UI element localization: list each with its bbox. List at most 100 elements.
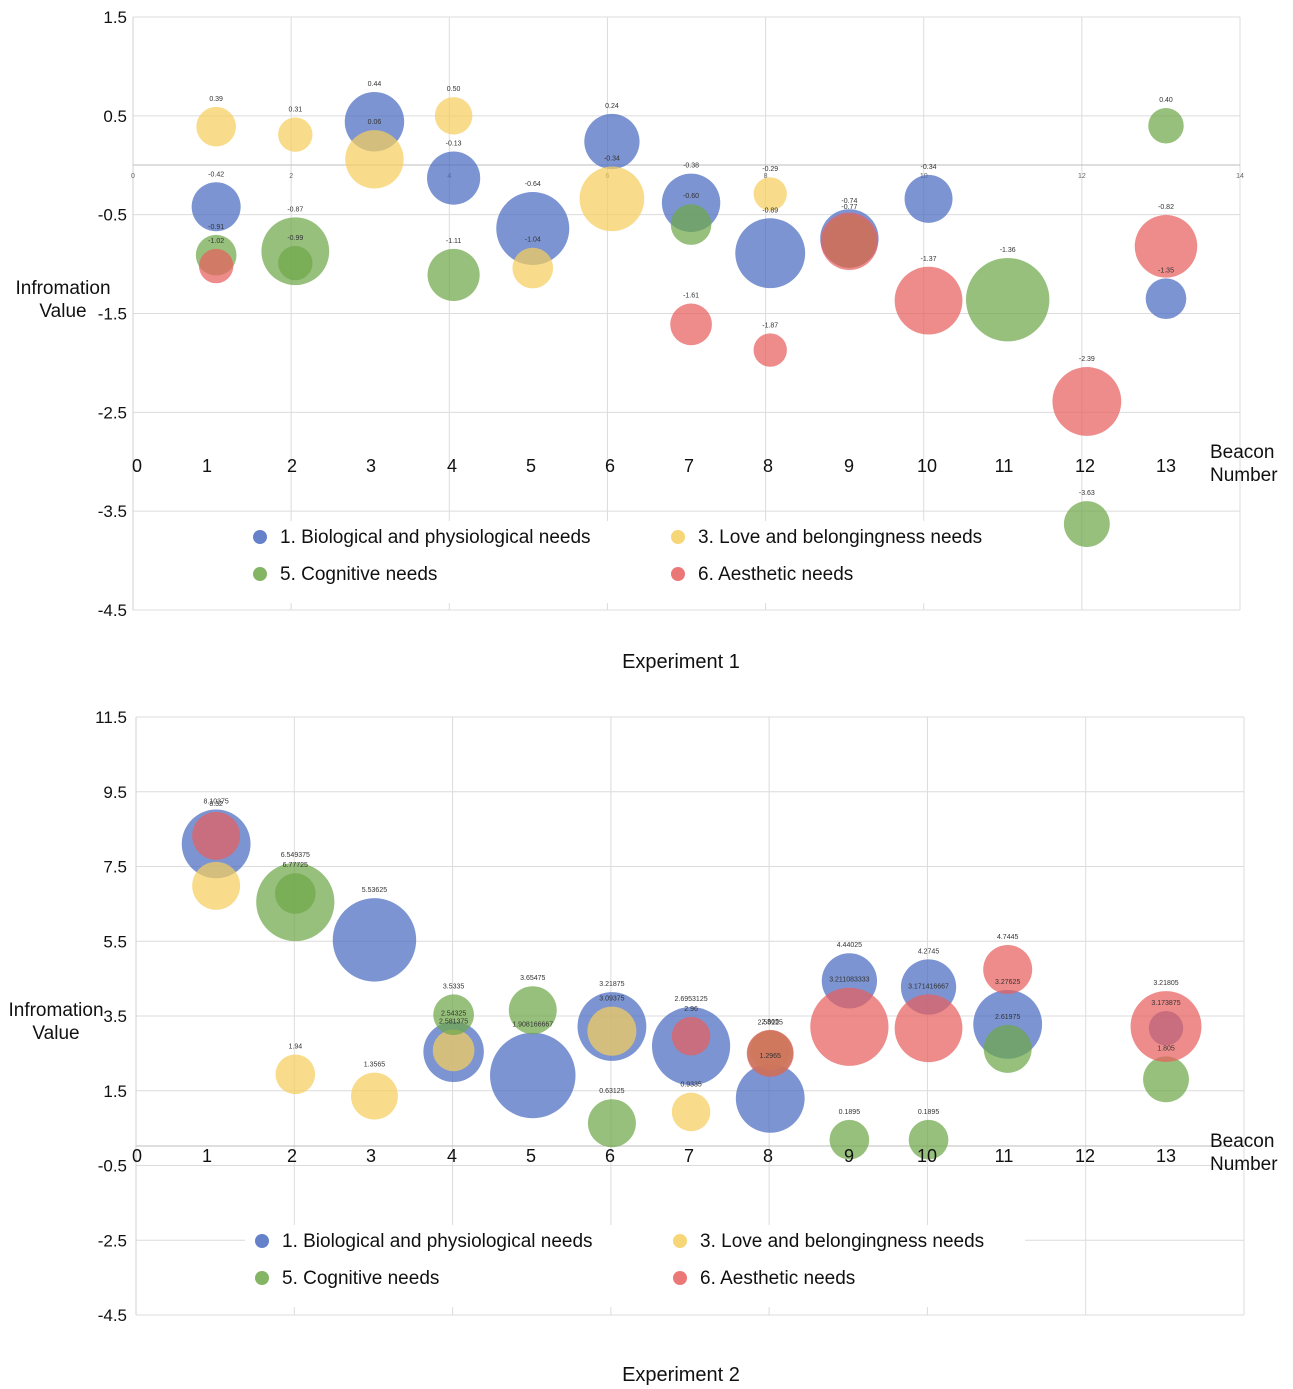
legend-entry: 1. Biological and physiological needs xyxy=(282,1231,593,1252)
bubble-point xyxy=(820,212,879,271)
beacon-tick-label: 3 xyxy=(366,456,376,476)
bubble-point xyxy=(965,257,1050,342)
beacon-tick-label: 0 xyxy=(132,1146,142,1166)
bubble-point xyxy=(908,1119,949,1160)
bubble-point xyxy=(278,245,313,281)
data-label: 3.211083333 xyxy=(829,977,869,984)
bubble-point xyxy=(983,1024,1032,1073)
data-label: 0.24 xyxy=(605,103,619,110)
bubble-point xyxy=(196,106,236,147)
legend-background xyxy=(245,521,1025,603)
y-axis-label-line2: Value xyxy=(32,1023,79,1044)
legend-marker xyxy=(673,1271,687,1285)
data-label: 5.53625 xyxy=(362,887,387,894)
bubble-point xyxy=(332,898,417,982)
data-label: 4.44025 xyxy=(837,942,862,949)
data-label: 0.39 xyxy=(209,96,223,103)
legend-marker xyxy=(671,530,685,544)
bubble-point xyxy=(1052,367,1122,436)
data-label: 3.09375 xyxy=(599,996,624,1003)
x-minor-tick-label: 0 xyxy=(131,173,135,180)
bubble-point xyxy=(983,944,1033,994)
beacon-tick-label: 12 xyxy=(1075,1146,1095,1166)
y-axis-label-line2: Value xyxy=(39,301,86,322)
data-label: -0.82 xyxy=(1158,204,1174,211)
bubble-point xyxy=(753,177,787,211)
beacon-tick-label: 7 xyxy=(684,456,694,476)
bubble-point xyxy=(427,151,481,205)
bubble-point xyxy=(508,986,557,1035)
y-tick-label: -1.5 xyxy=(98,305,127,324)
bubble-point xyxy=(735,1063,805,1133)
y-tick-label: 11.5 xyxy=(95,708,127,727)
data-label: 2.96 xyxy=(684,1006,698,1013)
data-label: 4.7445 xyxy=(997,934,1019,941)
data-label: -0.91 xyxy=(208,224,224,231)
data-label: -3.63 xyxy=(1079,490,1095,497)
legend-entry: 6. Aesthetic needs xyxy=(698,564,853,585)
legend-marker xyxy=(673,1234,687,1248)
beacon-tick-label: 5 xyxy=(526,456,536,476)
bubble-point xyxy=(427,248,480,302)
beacon-tick-label: 3 xyxy=(366,1146,376,1166)
data-label: 3.21805 xyxy=(1153,980,1178,987)
data-label: 3.171416667 xyxy=(908,983,949,990)
legend-entry: 5. Cognitive needs xyxy=(280,564,437,585)
bubble-point xyxy=(1130,991,1202,1062)
bubble-point xyxy=(278,117,313,152)
y-tick-label: 7.5 xyxy=(103,858,127,877)
data-label: -1.35 xyxy=(1158,267,1174,274)
x-minor-tick-label: 14 xyxy=(1236,173,1244,180)
data-label: -0.99 xyxy=(287,235,303,242)
x-minor-tick-label: 12 xyxy=(1078,173,1086,180)
data-label: -1.11 xyxy=(446,238,462,245)
data-label: 0.31 xyxy=(288,106,302,113)
beacon-tick-label: 2 xyxy=(287,1146,297,1166)
data-label: -2.39 xyxy=(1079,356,1095,363)
bubble-point xyxy=(198,248,234,284)
beacon-tick-label: 4 xyxy=(447,456,457,476)
x-minor-tick-label: 8 xyxy=(764,173,768,180)
y-tick-label: -4.5 xyxy=(98,1306,127,1325)
data-labels: -0.420.44-0.13-0.640.24-0.38-0.89-0.74-0… xyxy=(208,81,1174,497)
legend-entry: 5. Cognitive needs xyxy=(282,1268,439,1289)
data-label: 6.77725 xyxy=(283,862,308,869)
bubble-point xyxy=(670,303,712,346)
data-label: 1.94 xyxy=(288,1043,302,1050)
y-tick-label: -3.5 xyxy=(98,502,127,521)
beacon-tick-label: 6 xyxy=(605,1146,615,1166)
bubble-point xyxy=(746,1029,794,1077)
beacon-tick-label: 10 xyxy=(917,456,937,476)
bubble-point xyxy=(584,113,640,170)
legend-marker xyxy=(253,530,267,544)
x-axis-label-line1: Beacon xyxy=(1210,442,1274,463)
bubble-point xyxy=(894,994,963,1063)
beacon-tick-label: 9 xyxy=(844,456,854,476)
beacon-tick-label: 13 xyxy=(1156,456,1176,476)
data-label: 0.44 xyxy=(368,81,382,88)
data-label: 8.32 xyxy=(209,801,223,808)
y-tick-label: 0.5 xyxy=(103,107,127,126)
data-label: 1.3565 xyxy=(364,1062,386,1069)
data-label: -0.89 xyxy=(762,207,778,214)
chart-caption: Experiment 2 xyxy=(622,1364,740,1386)
beacon-tick-label: 11 xyxy=(995,456,1014,476)
legend: 1. Biological and physiological needs 3. … xyxy=(245,1225,1025,1307)
bubble-point xyxy=(829,1119,870,1160)
bubble-point xyxy=(1148,107,1184,144)
beacon-tick-label: 8 xyxy=(763,1146,773,1166)
beacon-tick-label: 1 xyxy=(202,1146,212,1166)
legend-entry: 3. Love and belongingness needs xyxy=(698,527,982,548)
bubble-point xyxy=(433,994,474,1036)
beacon-tick-label: 10 xyxy=(917,1146,937,1166)
data-label: 3.5335 xyxy=(443,983,465,990)
beacon-tick-label: 13 xyxy=(1156,1146,1176,1166)
data-label: 8.10375 xyxy=(203,799,228,806)
data-label: -0.74 xyxy=(841,198,857,205)
bubbles xyxy=(181,809,1202,1160)
bubble-point xyxy=(496,192,570,266)
y-tick-label: 9.5 xyxy=(103,783,127,802)
y-tick-label: -2.5 xyxy=(98,1231,127,1250)
data-label: 1.2965 xyxy=(760,1053,782,1060)
